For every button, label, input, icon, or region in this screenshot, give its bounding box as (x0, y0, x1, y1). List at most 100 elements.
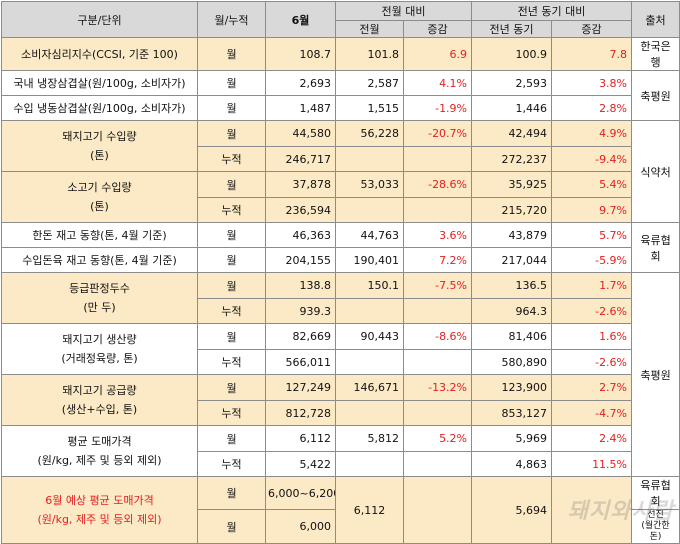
prev-value-empty (336, 452, 404, 477)
current-value: 246,717 (266, 147, 336, 172)
current-value: 44,580 (266, 121, 336, 147)
yoy-change: 2.8% (552, 96, 632, 121)
mom-change-empty (404, 198, 472, 223)
prev-value: 53,033 (336, 172, 404, 198)
yoy-change: 3.8% (552, 71, 632, 96)
row-period: 월 (198, 375, 266, 401)
source-mfds: 식약처 (632, 121, 680, 223)
row-label: 등급판정두수 (만 두) (2, 273, 198, 324)
row-label: 소고기 수입량 (톤) (2, 172, 198, 223)
row-period: 누적 (198, 350, 266, 375)
yoy-change: 2.7% (552, 375, 632, 401)
last-year-value: 217,044 (472, 248, 552, 273)
mom-change: -20.7% (404, 121, 472, 147)
prev-value: 2,587 (336, 71, 404, 96)
source-meat-association: 육류협회 (632, 223, 680, 273)
last-year-value: 964.3 (472, 299, 552, 324)
current-value: 127,249 (266, 375, 336, 401)
last-year-value: 42,494 (472, 121, 552, 147)
current-value: 2,693 (266, 71, 336, 96)
last-year-value: 580,890 (472, 350, 552, 375)
mom-change-empty (404, 401, 472, 426)
current-value: 204,155 (266, 248, 336, 273)
yoy-change: -4.7% (552, 401, 632, 426)
prev-value-empty (336, 350, 404, 375)
current-value: 6,112 (266, 426, 336, 452)
watermark-logo: 돼지와사람 (568, 493, 674, 525)
yoy-change: 2.4% (552, 426, 632, 452)
header-current-month: 6월 (266, 2, 336, 38)
current-value: 566,011 (266, 350, 336, 375)
last-year-value: 2,593 (472, 71, 552, 96)
row-label: 평균 도매가격 (원/kg, 제주 및 등외 제외) (2, 426, 198, 477)
row-period: 월 (198, 223, 266, 248)
yoy-change: 1.6% (552, 324, 632, 350)
current-value: 37,878 (266, 172, 336, 198)
mom-change-empty (404, 299, 472, 324)
row-period: 월 (198, 510, 266, 544)
header-yoy-change: 증감 (552, 21, 632, 38)
last-year-value: 1,446 (472, 96, 552, 121)
yoy-change: -2.6% (552, 350, 632, 375)
table-row: 돼지고기 생산량 (거래정육량, 톤) 월 82,669 90,443 -8.6… (2, 324, 680, 350)
header-mom-change: 증감 (404, 21, 472, 38)
row-period: 월 (198, 71, 266, 96)
current-value: 82,669 (266, 324, 336, 350)
last-year-value: 43,879 (472, 223, 552, 248)
source-kape-2: 축평원 (632, 273, 680, 477)
prev-value: 90,443 (336, 324, 404, 350)
prev-value: 190,401 (336, 248, 404, 273)
header-prev-month: 전월 (336, 21, 404, 38)
yoy-change: 7.8 (552, 38, 632, 71)
current-value: 108.7 (266, 38, 336, 71)
last-year-value: 4,863 (472, 452, 552, 477)
row-period: 월 (198, 96, 266, 121)
table-row: 등급판정두수 (만 두) 월 138.8 150.1 -7.5% 136.5 1… (2, 273, 680, 299)
table-row: 소비자심리지수(CCSI, 기준 100) 월 108.7 101.8 6.9 … (2, 38, 680, 71)
row-period: 월 (198, 38, 266, 71)
table-row: 평균 도매가격 (원/kg, 제주 및 등외 제외) 월 6,112 5,812… (2, 426, 680, 452)
row-period: 월 (198, 121, 266, 147)
table-row: 한돈 재고 동향(톤, 4월 기준) 월 46,363 44,763 3.6% … (2, 223, 680, 248)
row-label: 소비자심리지수(CCSI, 기준 100) (2, 38, 198, 71)
last-year-value: 100.9 (472, 38, 552, 71)
prev-value: 56,228 (336, 121, 404, 147)
current-value: 1,487 (266, 96, 336, 121)
mom-change: -1.9% (404, 96, 472, 121)
mom-change: 4.1% (404, 71, 472, 96)
row-label: 국내 냉장삼겹살(원/100g, 소비자가) (2, 71, 198, 96)
prev-value: 146,671 (336, 375, 404, 401)
last-year-value: 5,694 (472, 477, 552, 544)
current-value: 939.3 (266, 299, 336, 324)
mom-change-empty (404, 452, 472, 477)
table-row: 수입 냉동삼겹살(원/100g, 소비자가) 월 1,487 1,515 -1.… (2, 96, 680, 121)
yoy-change: 5.4% (552, 172, 632, 198)
prev-value-empty (336, 198, 404, 223)
row-period: 월 (198, 248, 266, 273)
prev-value-empty (336, 401, 404, 426)
mom-change-empty (404, 350, 472, 375)
mom-change-empty (404, 477, 472, 544)
last-year-value: 5,969 (472, 426, 552, 452)
row-period: 월 (198, 426, 266, 452)
yoy-change: 9.7% (552, 198, 632, 223)
prev-value: 6,112 (336, 477, 404, 544)
row-label: 돼지고기 공급량 (생산+수입, 톤) (2, 375, 198, 426)
yoy-change: -2.6% (552, 299, 632, 324)
yoy-change: 11.5% (552, 452, 632, 477)
row-period: 월 (198, 273, 266, 299)
row-label: 한돈 재고 동향(톤, 4월 기준) (2, 223, 198, 248)
row-period: 월 (198, 324, 266, 350)
mom-change: 3.6% (404, 223, 472, 248)
table-row: 돼지고기 공급량 (생산+수입, 톤) 월 127,249 146,671 -1… (2, 375, 680, 401)
header-last-year: 전년 동기 (472, 21, 552, 38)
mom-change-empty (404, 147, 472, 172)
row-label: 돼지고기 생산량 (거래정육량, 톤) (2, 324, 198, 375)
header-category: 구분/단위 (2, 2, 198, 38)
last-year-value: 81,406 (472, 324, 552, 350)
yoy-change: -9.4% (552, 147, 632, 172)
row-period: 누적 (198, 401, 266, 426)
yoy-change: 4.9% (552, 121, 632, 147)
current-value: 6,000 (266, 510, 336, 544)
header-yoy: 전년 동기 대비 (472, 2, 632, 21)
